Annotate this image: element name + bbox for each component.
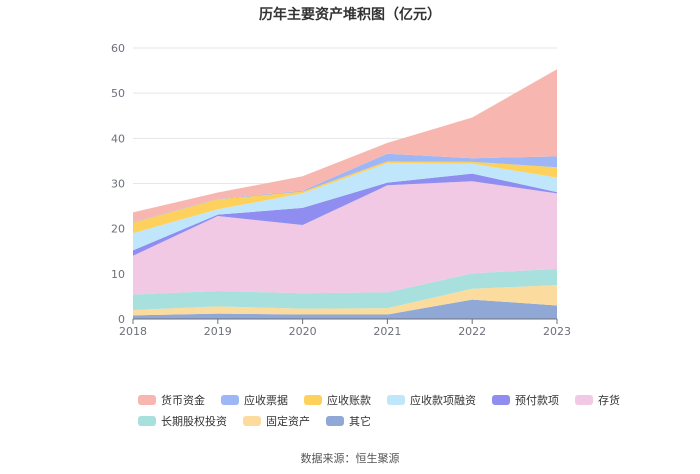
legend-item[interactable]: 预付款项	[492, 392, 559, 408]
legend-swatch	[575, 395, 593, 405]
legend-item[interactable]: 存货	[575, 392, 620, 408]
legend-item[interactable]: 应收账款	[304, 392, 371, 408]
area-series-group	[133, 69, 557, 319]
legend: 货币资金 应收票据 应收账款 应收款项融资 预付款项 存货 长期股权投资 固定资产 其它	[138, 390, 620, 432]
y-tick-label: 40	[111, 132, 125, 145]
data-source-note: 数据来源：恒生聚源	[300, 452, 400, 465]
x-tick-label: 2020	[289, 325, 317, 338]
area-series-6	[133, 161, 557, 234]
legend-swatch	[221, 395, 239, 405]
area-series-0	[133, 299, 557, 319]
legend-label: 应收票据	[244, 394, 288, 407]
x-tick-label: 2018	[119, 325, 147, 338]
legend-swatch	[304, 395, 322, 405]
legend-swatch	[492, 395, 510, 405]
legend-label: 应收款项融资	[410, 394, 476, 407]
x-tick-label: 2019	[204, 325, 232, 338]
y-tick-label: 0	[118, 313, 125, 326]
stacked-area-chart: 0 10 20 30 40 50 60 2018 2019 2020 2021 2022 2023	[111, 42, 571, 338]
y-tick-label: 30	[111, 178, 125, 191]
area-series-8	[133, 69, 557, 223]
area-series-7	[133, 153, 557, 223]
legend-label: 其它	[349, 415, 371, 428]
x-tick-label: 2021	[373, 325, 401, 338]
legend-label: 应收账款	[327, 394, 371, 407]
area-series-5	[133, 163, 557, 251]
legend-swatch	[326, 416, 344, 426]
legend-row: 长期股权投资 固定资产 其它	[138, 411, 598, 431]
legend-swatch	[243, 416, 261, 426]
legend-label: 固定资产	[266, 415, 310, 428]
y-tick-label: 60	[111, 42, 125, 55]
legend-label: 存货	[598, 394, 620, 407]
x-tick-label: 2022	[458, 325, 486, 338]
chart-title: 历年主要资产堆积图（亿元）	[259, 7, 441, 23]
legend-item[interactable]: 货币资金	[138, 392, 205, 408]
area-series-4	[133, 173, 557, 256]
legend-item[interactable]: 长期股权投资	[138, 413, 227, 429]
legend-item[interactable]: 应收款项融资	[387, 392, 476, 408]
legend-row: 货币资金 应收票据 应收账款 应收款项融资 预付款项 存货	[138, 390, 620, 410]
legend-item[interactable]: 其它	[326, 413, 371, 429]
y-tick-label: 50	[111, 87, 125, 100]
legend-label: 货币资金	[161, 394, 205, 407]
axes: 0 10 20 30 40 50 60 2018 2019 2020 2021 2022 2023	[111, 42, 571, 338]
x-tick-label: 2023	[543, 325, 571, 338]
legend-swatch	[138, 416, 156, 426]
area-series-2	[133, 268, 557, 310]
legend-item[interactable]: 应收票据	[221, 392, 288, 408]
legend-swatch	[387, 395, 405, 405]
area-series-3	[133, 181, 557, 295]
legend-item[interactable]: 固定资产	[243, 413, 310, 429]
y-tick-label: 10	[111, 268, 125, 281]
y-tick-label: 20	[111, 223, 125, 236]
area-series-1	[133, 285, 557, 316]
legend-swatch	[138, 395, 156, 405]
legend-label: 长期股权投资	[161, 415, 227, 428]
legend-label: 预付款项	[515, 394, 559, 407]
